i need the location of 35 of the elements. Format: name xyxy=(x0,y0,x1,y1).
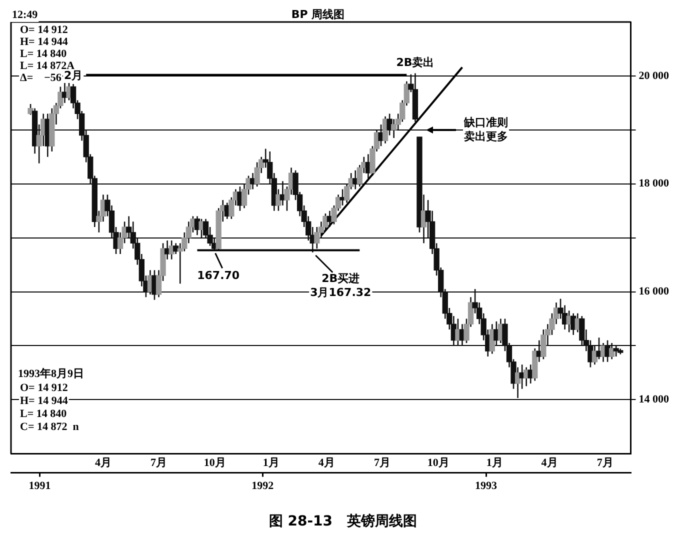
x2-tick-label: 1993 xyxy=(475,480,498,492)
x-tick-label: 10月 xyxy=(204,457,226,470)
annotation: 2B买进 3月167.32 xyxy=(310,272,372,300)
annotation: 167.70 xyxy=(197,269,240,282)
caption: 图 28-13 英镑周线图 xyxy=(268,512,418,530)
x2-tick-label: 1992 xyxy=(252,480,274,492)
x-tick-label: 7月 xyxy=(374,457,390,470)
y-tick-label: 16 000 xyxy=(638,286,670,298)
x-tick-label: 7月 xyxy=(596,457,614,470)
x2-tick-label: 1991 xyxy=(28,480,51,492)
annotation: L= 14 840 xyxy=(20,48,68,60)
x-tick-label: 7月 xyxy=(150,457,168,470)
chart-title: BP 周线图 xyxy=(291,8,345,21)
annotation: H= 14 944 xyxy=(20,394,68,407)
x-tick-label: 4月 xyxy=(318,457,335,470)
annotation: C= 14 872 n xyxy=(20,420,79,433)
x-tick-label: 4月 xyxy=(541,457,558,470)
annotation: 缺口准则卖出更多 xyxy=(463,116,508,143)
y-tick-label: 20 000 xyxy=(638,70,670,82)
x-tick-label: 4月 xyxy=(94,457,112,470)
annotation: Δ= −56 xyxy=(20,72,62,84)
annotation: 2B卖出 xyxy=(396,56,434,70)
x-tick-label: 1月 xyxy=(262,457,280,470)
text: 12:49 xyxy=(12,8,38,21)
y-tick-label: 14 000 xyxy=(638,393,670,406)
annotation: H= 14 944 xyxy=(20,36,68,48)
y-tick-label: 18 000 xyxy=(638,178,670,190)
candlestick xyxy=(608,342,615,360)
annotation: O= 14 912 xyxy=(20,24,68,36)
annotation: 1993年8月9日 xyxy=(18,366,84,380)
annotation: L= 14 840 xyxy=(20,408,68,420)
x-tick-label: 10月 xyxy=(427,457,450,470)
x-tick-label: 1月 xyxy=(486,457,503,470)
annotation: O= 14 912 xyxy=(20,382,68,394)
annotation: 2月 xyxy=(64,68,83,82)
